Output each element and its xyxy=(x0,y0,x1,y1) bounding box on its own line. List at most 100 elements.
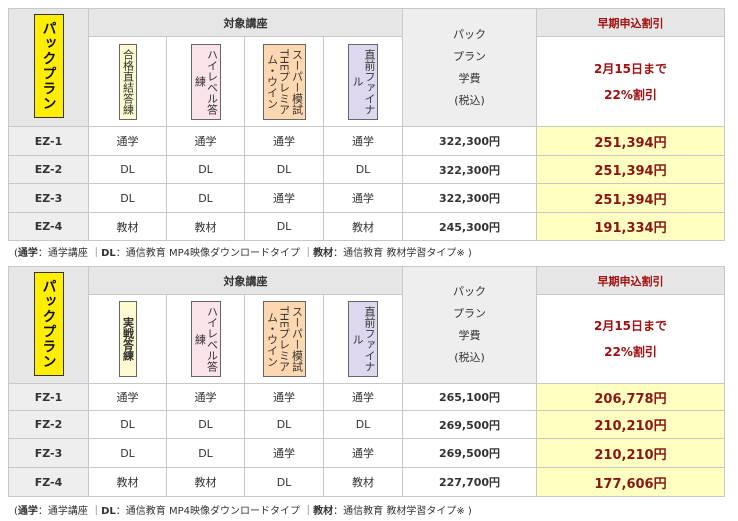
course-mode: 通学 xyxy=(323,183,403,213)
price-header-line: (税込) xyxy=(454,351,485,364)
course-header: 対象講座 xyxy=(88,8,403,37)
course-mode: DL xyxy=(244,410,324,439)
course-mode: DL xyxy=(166,410,245,439)
course-mode: 教材 xyxy=(323,467,403,497)
price-header-line: (税込) xyxy=(454,93,485,107)
plan-row: FZ-4 教材 教材 DL 教材 227,700円 177,606円 xyxy=(8,467,725,497)
discount-note: 2月15日まで 22%割引 xyxy=(536,294,725,384)
course-mode: DL xyxy=(88,183,167,213)
course-mode: 通学 xyxy=(88,383,167,411)
pack-label: パックプラン xyxy=(33,14,64,118)
course-cell: 実戦答練 xyxy=(88,294,167,384)
course-cell: 直前ファイナル xyxy=(323,36,403,127)
course-name: ハイレベル答練 xyxy=(193,306,219,372)
course-name: ハイレベル答練 xyxy=(193,48,219,115)
plan-discount: 251,394円 xyxy=(536,126,725,156)
course-mode: 通学 xyxy=(244,383,324,411)
course-cell: ハイレベル答練 xyxy=(166,36,245,127)
plan-price: 322,300円 xyxy=(402,155,537,184)
legend-note: (通学：通学講座 ｜DL：通信教育 MP4映像ダウンロードタイプ ｜教材：通信教… xyxy=(14,244,472,259)
plan-price: 265,100円 xyxy=(402,383,537,411)
plan-id: EZ-2 xyxy=(8,155,89,184)
course-mode: 通学 xyxy=(323,126,403,156)
course-box: 合格直結答練 xyxy=(118,43,137,120)
pack-cell: パックプラン xyxy=(8,266,89,384)
course-mode: 教材 xyxy=(166,212,245,241)
course-box: 実戦答練 xyxy=(118,301,137,377)
course-cell: 合格直結答練 xyxy=(88,36,167,127)
course-box: ハイレベル答練 xyxy=(190,43,221,120)
discount-note-line: 22%割引 xyxy=(604,87,657,102)
course-mode: DL xyxy=(88,410,167,439)
course-mode: 通学 xyxy=(88,126,167,156)
course-mode: DL xyxy=(88,155,167,184)
pack-cell: パックプラン xyxy=(8,8,89,127)
plan-row: FZ-2 DL DL DL DL 269,500円 210,210円 xyxy=(8,410,725,439)
header-row: パックプラン 対象講座 パック プラン 学費 (税込) 早期申込割引 xyxy=(8,266,725,384)
plan-row: EZ-4 教材 教材 DL 教材 245,300円 191,334円 xyxy=(8,212,725,241)
plan-discount: 177,606円 xyxy=(536,467,725,497)
price-header-line: パック xyxy=(453,27,486,41)
plan-discount: 191,334円 xyxy=(536,212,725,241)
plan-row: EZ-2 DL DL DL DL 322,300円 251,394円 xyxy=(8,155,725,184)
legend-note: (通学：通学講座 ｜DL：通信教育 MP4映像ダウンロードタイプ ｜教材：通信教… xyxy=(14,502,472,517)
course-mode: 教材 xyxy=(323,212,403,241)
course-box: 直前ファイナル xyxy=(348,43,378,120)
plan-row: FZ-1 通学 通学 通学 通学 265,100円 206,778円 xyxy=(8,383,725,411)
course-mode: DL xyxy=(244,212,324,241)
plan-price: 227,700円 xyxy=(402,467,537,497)
course-mode: DL xyxy=(244,467,324,497)
price-table: パックプラン 対象講座 パック プラン 学費 (税込) 早期申込割引 合格直結答練 ハイレベル答… xyxy=(8,8,725,241)
course-mode: 教材 xyxy=(88,212,167,241)
course-name: 合格直結答練 xyxy=(121,48,135,115)
course-mode: 通学 xyxy=(323,438,403,468)
discount-note-line: 22%割引 xyxy=(604,345,657,359)
discount-note-line: 2月15日まで xyxy=(593,319,668,333)
course-header: 対象講座 xyxy=(88,266,403,295)
plan-id: EZ-1 xyxy=(8,126,89,156)
course-mode: 通学 xyxy=(244,183,324,213)
plan-price: 269,500円 xyxy=(402,410,537,439)
course-mode: 通学 xyxy=(166,126,245,156)
course-mode: DL xyxy=(166,183,245,213)
note-part: ：通信教育 教材学習タイプ※ ) xyxy=(333,248,472,259)
note-part: 通学 xyxy=(17,506,38,517)
course-box: スーパー模試 THEプレミアム・ウイン xyxy=(262,43,306,120)
price-header-line: 学費 xyxy=(458,71,481,85)
note-part: ( xyxy=(14,248,18,259)
plan-price: 322,300円 xyxy=(402,126,537,156)
plan-id: FZ-1 xyxy=(8,383,89,411)
course-name: スーパー模試 xyxy=(290,306,304,372)
note-part: ：通学講座 ｜ xyxy=(37,506,102,517)
course-name: スーパー模試 xyxy=(290,48,304,115)
discount-note: 2月15日まで 22%割引 xyxy=(536,36,725,127)
plan-price: 269,500円 xyxy=(402,438,537,468)
plan-discount: 206,778円 xyxy=(536,383,725,411)
note-part: 通学 xyxy=(17,248,38,259)
price-header: パック プラン 学費 (税込) xyxy=(402,266,537,384)
price-header-line: プラン xyxy=(453,307,486,320)
price-table: パックプラン 対象講座 パック プラン 学費 (税込) 早期申込割引 実戦答練 ハイレベル答練ス… xyxy=(8,266,725,497)
price-header-line: 学費 xyxy=(458,329,481,342)
course-cell: スーパー模試 THEプレミアム・ウイン xyxy=(244,36,324,127)
course-mode: DL xyxy=(166,155,245,184)
course-mode: 教材 xyxy=(88,467,167,497)
course-row: 合格直結答練 ハイレベル答練 スーパー模試 THEプレミアム・ウイン 直前ファイナル 2月… xyxy=(9,36,725,127)
course-mode: 通学 xyxy=(166,383,245,411)
note-part: ：通信教育 MP4映像ダウンロードタイプ ｜ xyxy=(115,506,314,517)
course-cell: ハイレベル答練 xyxy=(166,294,245,384)
course-mode: DL xyxy=(166,438,245,468)
note-part: DL xyxy=(101,506,116,517)
price-header: パックプラン学費 (税込) xyxy=(402,8,537,127)
plan-id: FZ-2 xyxy=(8,410,89,439)
plan-row: EZ-3 DL DL 通学 通学 322,300円 251,394円 xyxy=(8,183,725,213)
plan-discount: 210,210円 xyxy=(536,410,725,439)
note-part: ( xyxy=(14,506,18,517)
course-cell: スーパー模試 THEプレミアム・ウイン xyxy=(244,294,324,384)
price-header-line: プラン xyxy=(453,49,486,63)
course-mode: DL xyxy=(244,155,324,184)
course-cell: 直前ファイナル xyxy=(323,294,403,384)
course-mode: 通学 xyxy=(323,383,403,411)
plan-id: FZ-4 xyxy=(8,467,89,497)
